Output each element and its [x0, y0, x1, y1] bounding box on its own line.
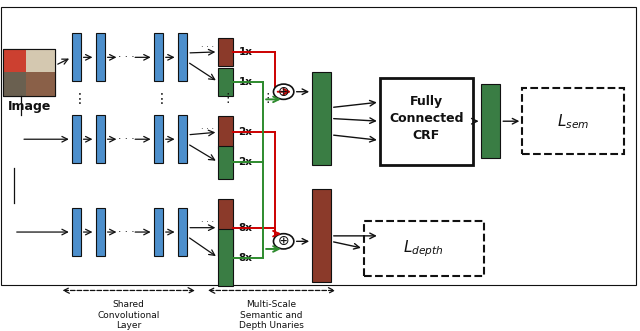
FancyBboxPatch shape	[178, 208, 188, 256]
FancyBboxPatch shape	[522, 88, 624, 154]
FancyBboxPatch shape	[218, 229, 233, 286]
Text: · · ·: · · ·	[201, 218, 214, 227]
FancyBboxPatch shape	[26, 72, 55, 96]
FancyBboxPatch shape	[178, 33, 188, 81]
Text: $\oplus$: $\oplus$	[278, 85, 290, 99]
Text: $\mathit{L}_{sem}$: $\mathit{L}_{sem}$	[557, 112, 589, 130]
FancyBboxPatch shape	[154, 33, 163, 81]
Circle shape	[273, 84, 294, 99]
FancyBboxPatch shape	[26, 49, 55, 72]
FancyBboxPatch shape	[154, 208, 163, 256]
Text: · · ·: · · ·	[118, 227, 134, 237]
FancyBboxPatch shape	[218, 116, 233, 149]
Text: · · ·: · · ·	[118, 52, 134, 62]
Text: $\vdots$: $\vdots$	[261, 91, 270, 105]
Text: Image: Image	[8, 100, 51, 113]
Text: 8x: 8x	[239, 223, 253, 233]
FancyBboxPatch shape	[178, 115, 188, 163]
FancyBboxPatch shape	[95, 208, 105, 256]
Text: 1x: 1x	[239, 77, 253, 87]
Text: $\vdots$: $\vdots$	[154, 91, 163, 106]
Text: · · ·: · · ·	[118, 134, 134, 144]
FancyBboxPatch shape	[3, 49, 26, 72]
FancyBboxPatch shape	[95, 33, 105, 81]
FancyBboxPatch shape	[95, 115, 105, 163]
Text: $\oplus$: $\oplus$	[278, 234, 290, 248]
Text: $\vdots$: $\vdots$	[72, 91, 81, 106]
Text: 1x: 1x	[239, 47, 253, 57]
FancyBboxPatch shape	[72, 115, 81, 163]
Text: · · ·: · · ·	[201, 43, 214, 52]
Text: 2x: 2x	[239, 157, 253, 167]
Text: 2x: 2x	[239, 127, 253, 137]
FancyBboxPatch shape	[218, 146, 233, 178]
Text: $\vdots$: $\vdots$	[221, 91, 230, 105]
FancyBboxPatch shape	[72, 208, 81, 256]
Text: Shared
Convolutional
Layer: Shared Convolutional Layer	[97, 300, 160, 330]
FancyBboxPatch shape	[481, 84, 500, 158]
FancyBboxPatch shape	[218, 38, 233, 66]
FancyBboxPatch shape	[3, 49, 55, 96]
Circle shape	[273, 234, 294, 249]
FancyBboxPatch shape	[3, 72, 26, 96]
Text: Multi-Scale
Semantic and
Depth Unaries: Multi-Scale Semantic and Depth Unaries	[239, 300, 304, 330]
FancyBboxPatch shape	[72, 33, 81, 81]
FancyBboxPatch shape	[218, 68, 233, 96]
FancyBboxPatch shape	[364, 221, 484, 276]
FancyBboxPatch shape	[218, 199, 233, 256]
FancyBboxPatch shape	[312, 189, 331, 282]
Text: $\mathit{L}_{depth}$: $\mathit{L}_{depth}$	[403, 238, 444, 259]
Text: · · ·: · · ·	[201, 125, 214, 134]
Text: Fully
Connected
CRF: Fully Connected CRF	[389, 95, 463, 142]
FancyBboxPatch shape	[312, 72, 331, 165]
FancyBboxPatch shape	[380, 77, 473, 165]
FancyBboxPatch shape	[154, 115, 163, 163]
Text: 8x: 8x	[239, 253, 253, 263]
